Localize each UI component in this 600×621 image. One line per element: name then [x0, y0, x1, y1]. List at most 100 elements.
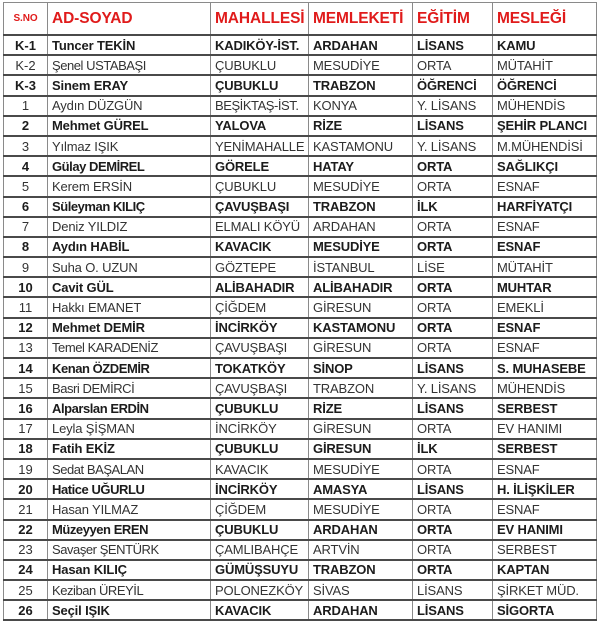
- cell-mes[interactable]: EV HANIMI: [492, 518, 597, 541]
- cell-mes[interactable]: SERBEST: [492, 397, 597, 420]
- cell-name[interactable]: Yılmaz IŞIK: [47, 135, 211, 157]
- cell-mem[interactable]: GİRESUN: [308, 418, 413, 440]
- table-row[interactable]: 5 Kerem ERSİN ÇUBUKLU MESUDİYE ORTA ESNAF: [3, 175, 597, 198]
- cell-mes[interactable]: ŞEHİR PLANCI: [492, 114, 597, 137]
- cell-mes[interactable]: ÖĞRENCİ: [492, 74, 597, 97]
- cell-egi[interactable]: ÖĞRENCİ: [412, 74, 493, 97]
- cell-mah[interactable]: ÇİĞDEM: [210, 498, 309, 521]
- cell-mem[interactable]: TRABZON: [308, 74, 413, 97]
- cell-egi[interactable]: LİSANS: [412, 356, 493, 380]
- cell-mes[interactable]: SAĞLIKÇI: [492, 155, 597, 178]
- cell-mem[interactable]: SİNOP: [308, 356, 413, 380]
- cell-sno[interactable]: 11: [3, 296, 48, 319]
- cell-mah[interactable]: YENİMAHALLE: [210, 135, 309, 157]
- cell-egi[interactable]: ORTA: [412, 54, 493, 76]
- table-row[interactable]: 14 Kenan ÖZDEMİR TOKATKÖY SİNOP LİSANS S. MUH…: [3, 356, 597, 380]
- table-row[interactable]: 9 Suha O. UZUN GÖZTEPE İSTANBUL LİSE MÜTAHİT: [3, 256, 597, 278]
- table-row[interactable]: K-2 Şenel USTABAŞI ÇUBUKLU MESUDİYE ORTA MÜTA…: [3, 54, 597, 76]
- cell-mem[interactable]: ARDAHAN: [308, 216, 413, 238]
- cell-sno[interactable]: 23: [3, 539, 48, 561]
- cell-mes[interactable]: MÜTAHİT: [492, 256, 597, 278]
- cell-sno[interactable]: 10: [3, 276, 48, 299]
- cell-mah[interactable]: GÖRELE: [210, 155, 309, 178]
- cell-mah[interactable]: ÇAMLIBAHÇE: [210, 539, 309, 561]
- cell-name[interactable]: Tuncer TEKİN: [47, 33, 211, 57]
- table-row[interactable]: 15 Basri DEMİRCİ ÇAVUŞBAŞI TRABZON Y. LİSANS…: [3, 377, 597, 399]
- cell-mah[interactable]: İNCİRKÖY: [210, 478, 309, 501]
- table-row[interactable]: 17 Leyla ŞİŞMAN İNCİRKÖY GİRESUN ORTA EV HANI…: [3, 418, 597, 440]
- cell-name[interactable]: Müzeyyen EREN: [47, 518, 211, 541]
- cell-egi[interactable]: ORTA: [412, 539, 493, 561]
- cell-sno[interactable]: 7: [3, 216, 48, 238]
- cell-mah[interactable]: ALİBAHADIR: [210, 276, 309, 299]
- cell-mem[interactable]: RİZE: [308, 397, 413, 420]
- cell-mes[interactable]: ESNAF: [492, 337, 597, 359]
- cell-mes[interactable]: SİGORTA: [492, 599, 597, 621]
- cell-name[interactable]: Mehmet DEMİR: [47, 316, 211, 339]
- cell-sno[interactable]: 8: [3, 235, 48, 259]
- cell-name[interactable]: Suha O. UZUN: [47, 256, 211, 278]
- cell-name[interactable]: Hatice UĞURLU: [47, 478, 211, 501]
- cell-mah[interactable]: İNCİRKÖY: [210, 316, 309, 339]
- cell-mes[interactable]: KAMU: [492, 33, 597, 57]
- cell-mes[interactable]: MÜHENDİS: [492, 95, 597, 117]
- table-row[interactable]: 23 Savaşer ŞENTÜRK ÇAMLIBAHÇE ARTVİN ORTA SER…: [3, 539, 597, 561]
- cell-egi[interactable]: ORTA: [412, 458, 493, 480]
- cell-egi[interactable]: LİSANS: [412, 114, 493, 137]
- cell-egi[interactable]: LİSE: [412, 256, 493, 278]
- cell-name[interactable]: Leyla ŞİŞMAN: [47, 418, 211, 440]
- cell-sno[interactable]: 5: [3, 175, 48, 198]
- table-row[interactable]: 2 Mehmet GÜREL YALOVA RİZE LİSANS ŞEHİR PLANC…: [3, 114, 597, 137]
- cell-mes[interactable]: KAPTAN: [492, 558, 597, 582]
- table-row[interactable]: 18 Fatih EKİZ ÇUBUKLU GİRESUN İLK SERBEST: [3, 437, 597, 460]
- cell-mem[interactable]: GİRESUN: [308, 296, 413, 319]
- cell-mah[interactable]: İNCİRKÖY: [210, 418, 309, 440]
- cell-name[interactable]: Alparslan ERDİN: [47, 397, 211, 420]
- cell-mem[interactable]: ALİBAHADIR: [308, 276, 413, 299]
- cell-mem[interactable]: İSTANBUL: [308, 256, 413, 278]
- cell-name[interactable]: Fatih EKİZ: [47, 437, 211, 460]
- table-row[interactable]: 4 Gülay DEMİREL GÖRELE HATAY ORTA SAĞLIKÇI: [3, 155, 597, 178]
- cell-mem[interactable]: MESUDİYE: [308, 458, 413, 480]
- cell-mah[interactable]: YALOVA: [210, 114, 309, 137]
- cell-name[interactable]: Sinem ERAY: [47, 74, 211, 97]
- cell-sno[interactable]: K-3: [3, 74, 48, 97]
- cell-name[interactable]: Sedat BAŞALAN: [47, 458, 211, 480]
- cell-egi[interactable]: ORTA: [412, 337, 493, 359]
- cell-mem[interactable]: MESUDİYE: [308, 498, 413, 521]
- cell-egi[interactable]: ORTA: [412, 418, 493, 440]
- cell-mah[interactable]: KAVACIK: [210, 235, 309, 259]
- column-header-mahallesi[interactable]: MAHALLESİ: [210, 2, 309, 36]
- cell-name[interactable]: Temel KARADENİZ: [47, 337, 211, 359]
- cell-mem[interactable]: GİRESUN: [308, 437, 413, 460]
- cell-sno[interactable]: 25: [3, 579, 48, 601]
- table-row[interactable]: 13 Temel KARADENİZ ÇAVUŞBAŞI GİRESUN ORTA ESN…: [3, 337, 597, 359]
- cell-sno[interactable]: 22: [3, 518, 48, 541]
- cell-mes[interactable]: MÜHENDİS: [492, 377, 597, 399]
- cell-mes[interactable]: HARFİYATÇI: [492, 195, 597, 218]
- cell-mem[interactable]: RİZE: [308, 114, 413, 137]
- cell-mem[interactable]: ARTVİN: [308, 539, 413, 561]
- cell-mah[interactable]: ÇUBUKLU: [210, 54, 309, 76]
- cell-name[interactable]: Hakkı EMANET: [47, 296, 211, 319]
- cell-name[interactable]: Şenel USTABAŞI: [47, 54, 211, 76]
- cell-mem[interactable]: KONYA: [308, 95, 413, 117]
- cell-name[interactable]: Basri DEMİRCİ: [47, 377, 211, 399]
- column-header-meslegi[interactable]: MESLEĞİ: [492, 2, 597, 36]
- table-row[interactable]: 19 Sedat BAŞALAN KAVACIK MESUDİYE ORTA ESNAF: [3, 458, 597, 480]
- cell-egi[interactable]: ORTA: [412, 296, 493, 319]
- table-row[interactable]: 10 Cavit GÜL ALİBAHADIR ALİBAHADIR ORTA MUHTA…: [3, 276, 597, 299]
- cell-egi[interactable]: ORTA: [412, 518, 493, 541]
- cell-egi[interactable]: ORTA: [412, 155, 493, 178]
- cell-mah[interactable]: POLONEZKÖY: [210, 579, 309, 601]
- cell-mem[interactable]: ARDAHAN: [308, 33, 413, 57]
- cell-mem[interactable]: KASTAMONU: [308, 135, 413, 157]
- table-row[interactable]: 16 Alparslan ERDİN ÇUBUKLU RİZE LİSANS SERBES…: [3, 397, 597, 420]
- table-row[interactable]: 8 Aydın HABİL KAVACIK MESUDİYE ORTA ESNAF: [3, 235, 597, 259]
- cell-sno[interactable]: 24: [3, 558, 48, 582]
- cell-mah[interactable]: BEŞİKTAŞ-İST.: [210, 95, 309, 117]
- cell-mes[interactable]: H. İLİŞKİLER: [492, 478, 597, 501]
- cell-sno[interactable]: 15: [3, 377, 48, 399]
- cell-mem[interactable]: MESUDİYE: [308, 54, 413, 76]
- cell-mes[interactable]: SERBEST: [492, 539, 597, 561]
